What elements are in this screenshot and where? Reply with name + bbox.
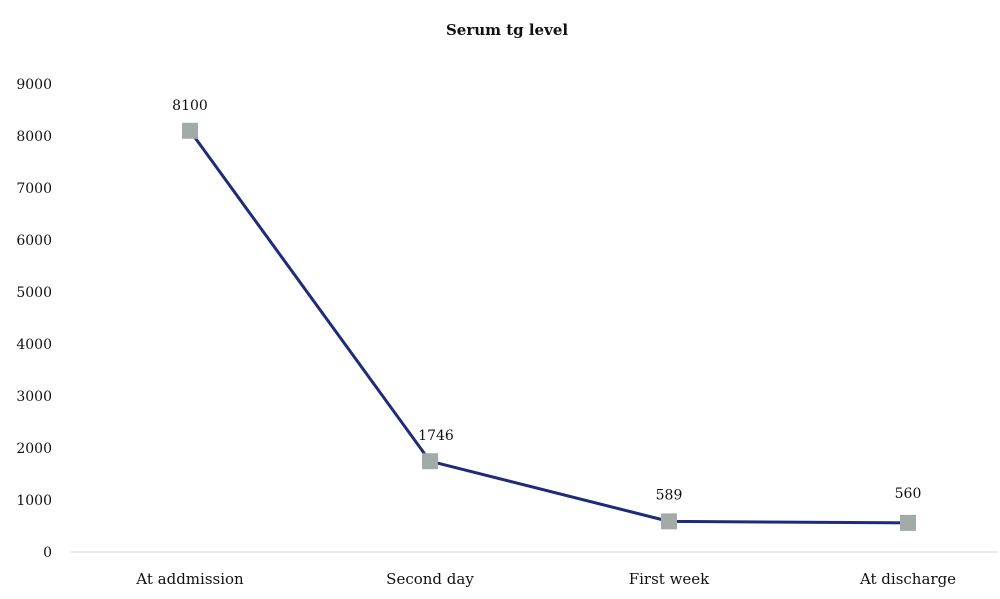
y-tick-label: 9000 <box>16 77 52 93</box>
y-tick-label: 7000 <box>16 181 52 197</box>
y-axis-ticks: 0 1000 2000 3000 4000 5000 6000 7000 8000 9000 <box>16 77 52 561</box>
chart-title: Serum tg level <box>446 21 568 39</box>
data-labels: 8100 1746 589 560 <box>172 98 921 504</box>
series-line <box>188 129 909 525</box>
x-axis-ticks: At addmission Second day First week At disc… <box>135 570 956 588</box>
x-tick-label: At discharge <box>859 570 956 588</box>
x-tick-label: Second day <box>386 570 474 588</box>
y-tick-label: 4000 <box>16 337 52 353</box>
data-point-marker <box>422 453 438 470</box>
data-label: 589 <box>656 487 683 503</box>
series-markers <box>182 122 916 531</box>
x-tick-label: At addmission <box>135 570 244 588</box>
y-tick-label: 6000 <box>16 233 52 249</box>
y-tick-label: 3000 <box>16 389 52 405</box>
y-tick-label: 5000 <box>16 285 52 301</box>
data-point-marker <box>900 514 916 531</box>
y-tick-label: 8000 <box>16 129 52 145</box>
data-point-marker <box>182 122 198 139</box>
data-label: 1746 <box>418 428 454 444</box>
y-tick-label: 1000 <box>16 493 52 509</box>
x-tick-label: First week <box>629 570 710 588</box>
data-point-marker <box>661 513 677 530</box>
y-tick-label: 2000 <box>16 441 52 457</box>
y-tick-label: 0 <box>43 545 52 561</box>
data-label: 560 <box>895 486 922 502</box>
data-label: 8100 <box>172 98 208 114</box>
